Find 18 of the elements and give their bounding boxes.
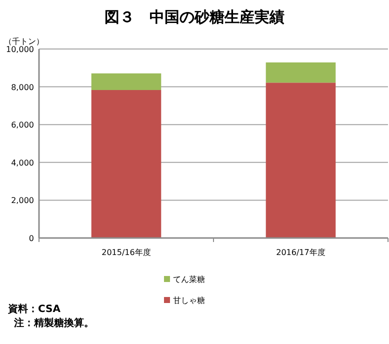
chart-title: 図３ 中国の砂糖生産実績	[104, 8, 284, 26]
y-tick-label: 2,000	[11, 196, 34, 206]
legend-label: 甘しゃ糖	[173, 296, 205, 305]
y-tick-label: 0	[28, 234, 34, 243]
bar	[91, 90, 162, 238]
y-tick-label: 4,000	[11, 158, 34, 168]
y-tick-label: 6,000	[11, 120, 34, 130]
y-axis-title: （千トン）	[4, 37, 44, 46]
text: 資料：CSA	[7, 303, 61, 315]
legend-label: てん菜糖	[173, 275, 205, 284]
bar	[91, 73, 162, 90]
bar	[266, 62, 336, 83]
x-tick-label: 2016/17年度	[276, 248, 326, 257]
y-tick-label: 10,000	[6, 45, 34, 54]
bar	[266, 82, 336, 238]
y-tick-label: 8,000	[11, 82, 34, 92]
text: 注：精製糖換算。	[13, 317, 94, 329]
x-tick-label: 2015/16年度	[102, 248, 151, 257]
